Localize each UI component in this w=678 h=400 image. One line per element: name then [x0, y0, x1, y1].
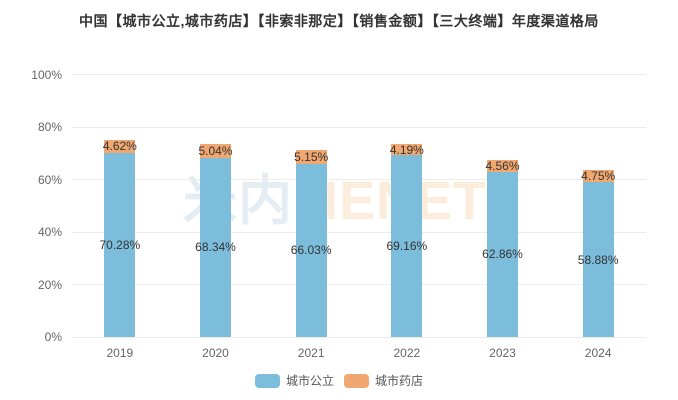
data-label-2022-城市药店: 4.19%	[389, 142, 424, 157]
bar-2024-城市公立[interactable]	[582, 182, 614, 337]
x-axis-tick-label-2019: 2019	[106, 346, 134, 360]
bar-2023-城市公立[interactable]	[487, 171, 518, 337]
x-axis-tick-label-2023: 2023	[489, 346, 516, 360]
legend-item-城市公立[interactable]: 城市公立	[254, 372, 334, 389]
data-label-2021-城市药店: 5.15%	[294, 149, 329, 164]
legend-swatch-城市药店	[344, 373, 369, 388]
data-label-2023-城市药店: 4.56%	[485, 159, 520, 173]
bar-2019-城市公立[interactable]	[104, 152, 136, 337]
legend-label-城市药店: 城市药店	[375, 374, 424, 388]
gridline-0%	[72, 336, 646, 338]
bar-2020-城市公立[interactable]	[200, 157, 231, 337]
x-axis-tick-label-2020: 2020	[202, 346, 229, 360]
data-label-2020-城市公立: 68.34%	[195, 240, 236, 255]
bar-2022-城市药店[interactable]	[391, 144, 423, 156]
gridline-100%	[72, 74, 646, 75]
legend-swatch-城市公立	[254, 373, 280, 388]
data-label-2024-城市药店: 4.75%	[581, 169, 616, 184]
legend-item-城市药店[interactable]: 城市药店	[344, 372, 423, 389]
x-axis-tick-label-2022: 2022	[393, 346, 421, 360]
bar-2019-城市药店[interactable]	[104, 140, 136, 153]
bar-2024-城市药店[interactable]	[582, 169, 614, 183]
x-axis-tick-label-2024: 2024	[584, 346, 612, 360]
data-label-2023-城市公立: 62.86%	[482, 247, 523, 262]
data-label-2024-城市公立: 58.88%	[577, 252, 619, 267]
chart-title: 中国【城市公立,城市药店】【非索非那定】【销售金额】【三大终端】年度渠道格局	[79, 13, 599, 29]
data-label-2019-城市药店: 4.62%	[102, 139, 137, 154]
y-axis-tick-label: 80%	[37, 120, 62, 134]
y-axis-tick-label: 100%	[31, 67, 62, 82]
data-label-2022-城市公立: 69.16%	[386, 239, 428, 254]
gridline-80%	[72, 126, 646, 128]
gridline-40%	[72, 231, 646, 233]
data-label-2021-城市公立: 66.03%	[290, 243, 332, 258]
y-axis-tick-label: 40%	[37, 225, 62, 239]
data-label-2019-城市公立: 70.28%	[99, 237, 141, 252]
bar-2022-城市公立[interactable]	[391, 155, 423, 337]
bar-2023-城市药店[interactable]	[487, 160, 518, 172]
legend-label-城市公立: 城市公立	[285, 374, 334, 388]
bar-2020-城市药店[interactable]	[200, 144, 231, 158]
y-axis-tick-label: 20%	[37, 277, 62, 292]
bar-2021-城市公立[interactable]	[295, 163, 327, 337]
data-label-2020-城市药店: 5.04%	[198, 143, 233, 158]
x-axis-tick-label-2021: 2021	[297, 346, 325, 360]
legend: 城市公立 城市药店	[0, 372, 678, 389]
y-axis-tick-label: 0%	[44, 330, 62, 344]
gridline-20%	[72, 284, 646, 285]
bar-2021-城市药店[interactable]	[295, 150, 327, 164]
y-axis-tick-label: 60%	[37, 172, 62, 187]
gridline-60%	[72, 179, 646, 180]
